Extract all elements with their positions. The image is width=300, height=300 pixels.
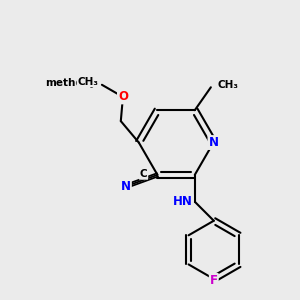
Text: O: O (118, 90, 128, 104)
Text: CH₃: CH₃ (77, 77, 98, 87)
Text: C: C (140, 169, 147, 179)
Text: N: N (208, 136, 218, 149)
Text: CH₃: CH₃ (218, 80, 239, 90)
Text: methoxy: methoxy (45, 78, 96, 88)
Text: F: F (210, 274, 218, 287)
Text: HN: HN (173, 195, 193, 208)
Text: N: N (121, 180, 131, 193)
